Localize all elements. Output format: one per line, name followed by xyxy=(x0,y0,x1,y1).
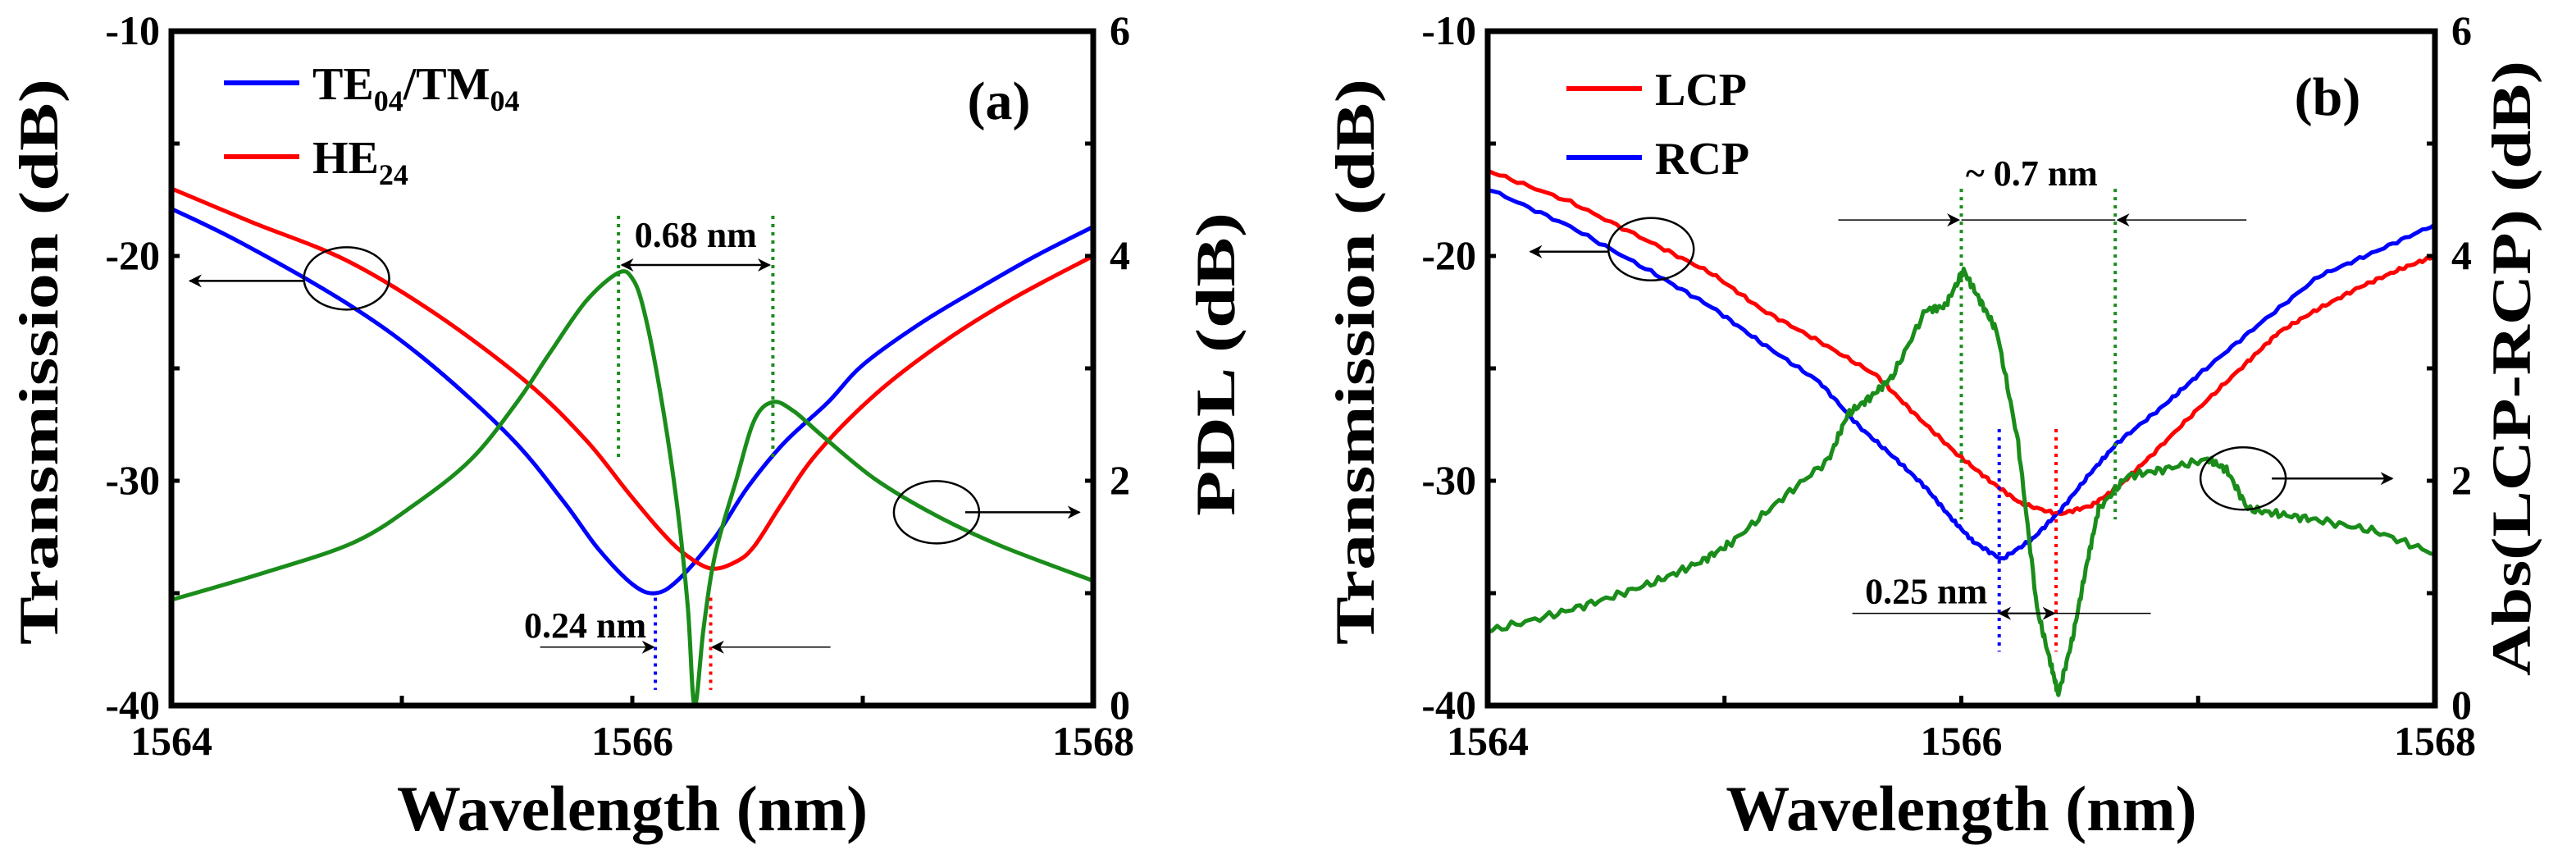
series-line-2 xyxy=(171,269,1093,706)
x-tick-label: 1568 xyxy=(1052,718,1134,764)
x-tick-label: 1564 xyxy=(130,718,212,764)
x-axis-title: Wavelength (nm) xyxy=(1726,773,2196,844)
y2-tick-label: 4 xyxy=(2451,232,2472,278)
series-line-0 xyxy=(1488,168,2435,517)
y-axis-title: Transmission (dB) xyxy=(7,79,70,645)
legend-item-1: HE24 xyxy=(224,133,408,191)
series-line-1 xyxy=(1488,188,2435,561)
legend-text: TE xyxy=(312,59,374,110)
y-tick-label: -40 xyxy=(105,682,160,728)
x-axis-title: Wavelength (nm) xyxy=(397,773,868,844)
y2-axis-title: Abs(LCP-RCP) (dB) xyxy=(2480,61,2542,676)
panel-label: (b) xyxy=(2295,67,2361,127)
legend-text: RCP xyxy=(1655,134,1749,185)
legend: LCP RCP xyxy=(1566,65,1749,185)
panel-label: (a) xyxy=(968,71,1031,131)
annotation-label: ~ 0.7 nm xyxy=(1966,153,2098,194)
annotation-label: 0.24 nm xyxy=(524,605,646,646)
y-tick-label: -10 xyxy=(105,7,160,53)
annotation-label: 0.25 nm xyxy=(1865,572,1987,612)
legend-text: /TM xyxy=(403,59,490,110)
x-tick-label: 1568 xyxy=(2394,718,2476,764)
annotation-0: ~ 0.7 nm xyxy=(1838,153,2247,520)
y2-tick-label: 4 xyxy=(1110,232,1130,278)
series-line-2 xyxy=(1488,267,2435,697)
y2-tick-label: 0 xyxy=(1110,682,1130,728)
legend-label: RCP xyxy=(1655,134,1749,185)
y-tick-label: -30 xyxy=(105,457,160,503)
axes-frame xyxy=(168,28,1097,709)
plot-area xyxy=(1488,168,2435,697)
legend-subscript: 04 xyxy=(490,85,519,117)
y-tick-label: -30 xyxy=(1421,457,1476,503)
legend-item-0: LCP xyxy=(1566,65,1747,116)
y2-tick-label: 2 xyxy=(2451,457,2472,503)
y-tick-label: -20 xyxy=(1421,232,1476,278)
legend-label: TE04/TM04 xyxy=(312,59,519,117)
y-tick-label: -40 xyxy=(1421,682,1476,728)
x-tick-label: 1566 xyxy=(591,718,673,764)
annotation-0: 0.68 nm xyxy=(617,215,775,458)
series-line-1 xyxy=(171,186,1093,571)
y2-tick-label: 0 xyxy=(2451,682,2472,728)
y2-axis-title: PDL (dB) xyxy=(1184,212,1247,516)
annotation-1: 0.24 nm xyxy=(524,597,831,690)
x-tick-label: 1564 xyxy=(1447,718,1529,764)
legend-item-0: TE04/TM04 xyxy=(224,59,519,117)
legend-text: LCP xyxy=(1655,65,1747,116)
left-axis-indicator-circle xyxy=(1607,217,1695,282)
panel-a: 0.68 nm 0.24 nm 1564 1566 1568 -40 -30 -20 -10 0 2… xyxy=(7,7,1247,844)
y-axis-title: Transmission (dB) xyxy=(1324,79,1386,645)
legend-item-1: RCP xyxy=(1566,134,1749,185)
legend-text: HE xyxy=(312,133,379,184)
y-tick-label: -10 xyxy=(1421,7,1476,53)
legend-subscript: 04 xyxy=(374,85,403,117)
left-axis-indicator-circle xyxy=(303,246,390,311)
y2-tick-label: 6 xyxy=(1110,7,1130,53)
legend-label: LCP xyxy=(1655,65,1747,116)
annotation-1: 0.25 nm xyxy=(1852,428,2151,652)
y-tick-label: -20 xyxy=(105,232,160,278)
legend-label: HE24 xyxy=(312,133,408,191)
x-tick-label: 1566 xyxy=(1921,718,2003,764)
series-line-0 xyxy=(171,207,1093,596)
y2-tick-label: 6 xyxy=(2451,7,2472,53)
panel-b: ~ 0.7 nm 0.25 nm 1564 1566 1568 -40 -30 -20 -10 0… xyxy=(1324,7,2542,844)
legend-subscript: 24 xyxy=(379,158,408,191)
y2-tick-label: 2 xyxy=(1110,457,1130,503)
annotation-label: 0.68 nm xyxy=(635,215,757,255)
